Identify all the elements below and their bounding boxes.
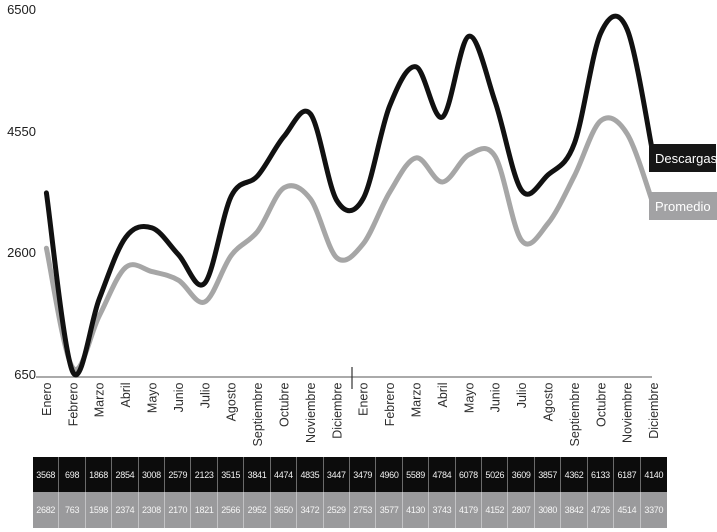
table-cell-promedio: 763 [59, 492, 86, 528]
values-table: 3568 698 1868 2854 3008 2579 2123 3515 3841 4474 4… [33, 457, 667, 528]
month-label: Abril [436, 383, 450, 408]
table-cell-promedio: 4514 [614, 492, 641, 528]
table-cell-descargas: 4474 [270, 457, 298, 492]
y-axis: 650 2600 4550 6500 [0, 0, 36, 400]
month-label: Mayo [462, 382, 476, 413]
table-cell-promedio: 1821 [191, 492, 218, 528]
table-cell-descargas: 3857 [534, 457, 562, 492]
table-cell-descargas: 698 [59, 457, 86, 492]
month-label: Septiembre [568, 382, 582, 446]
month-label: Julio [515, 382, 529, 408]
table-cell-descargas: 4140 [640, 457, 667, 492]
legend-promedio: Promedio [649, 192, 717, 220]
y-axis-tick-label: 6500 [7, 2, 36, 17]
table-cell-descargas: 3568 [33, 457, 60, 492]
table-cell-promedio: 4152 [482, 492, 509, 528]
table-cell-descargas: 3515 [217, 457, 245, 492]
month-label: Febrero [66, 382, 80, 426]
legend-descargas: Descargas [649, 144, 717, 172]
table-cell-promedio: 2807 [508, 492, 535, 528]
month-label: Agosto [225, 382, 239, 421]
table-cell-descargas: 4362 [561, 457, 588, 492]
table-cell-promedio: 2952 [244, 492, 271, 528]
promedio-line [43, 115, 657, 373]
table-cell-promedio: 3080 [534, 492, 562, 528]
table-cell-descargas: 3447 [323, 457, 350, 492]
table-cell-descargas: 4835 [297, 457, 324, 492]
table-cell-promedio: 3577 [376, 492, 403, 528]
month-label: Marzo [410, 382, 424, 417]
table-cell-descargas: 5589 [402, 457, 430, 492]
table-cell-descargas: 3479 [349, 457, 377, 492]
table-cell-promedio: 4130 [402, 492, 430, 528]
month-label: Febrero [383, 382, 397, 426]
table-cell-promedio: 3842 [561, 492, 588, 528]
line-chart-canvas: Enero Febrero Marzo Abril Mayo Junio Julio Agos… [36, 13, 661, 446]
table-cell-promedio: 3370 [640, 492, 667, 528]
table-cell-promedio: 4726 [587, 492, 615, 528]
table-cell-promedio: 2529 [323, 492, 350, 528]
month-label: Enero [40, 382, 54, 415]
legend-descargas-label: Descargas [655, 150, 717, 166]
table-cell-promedio: 3743 [429, 492, 456, 528]
table-cell-descargas: 2854 [112, 457, 139, 492]
table-cell-descargas: 4784 [429, 457, 456, 492]
table-cell-promedio: 2566 [217, 492, 245, 528]
y-axis-tick-label: 650 [14, 367, 36, 382]
month-label: Septiembre [251, 382, 265, 446]
table-cell-promedio: 1598 [85, 492, 113, 528]
month-label: Marzo [93, 382, 107, 417]
month-label: Junio [172, 382, 186, 412]
y-axis-tick-label: 2600 [7, 245, 36, 261]
table-cell-promedio: 2170 [165, 492, 192, 528]
y-axis-tick-label: 4550 [7, 123, 36, 139]
month-label: Noviembre [304, 382, 318, 442]
month-label: Noviembre [621, 382, 635, 442]
month-label: Diciembre [647, 382, 661, 438]
table-cell-descargas: 6133 [587, 457, 615, 492]
month-label: Mayo [146, 382, 160, 413]
table-cell-promedio: 2308 [138, 492, 166, 528]
table-cell-descargas: 3008 [138, 457, 166, 492]
table-cell-descargas: 2123 [191, 457, 218, 492]
table-cell-descargas: 3609 [508, 457, 535, 492]
table-cell-promedio: 3472 [297, 492, 324, 528]
descargas-line [43, 13, 657, 378]
table-cell-descargas: 4960 [376, 457, 403, 492]
table-cell-descargas: 6078 [455, 457, 483, 492]
table-cell-promedio: 2374 [112, 492, 139, 528]
table-cell-descargas: 6187 [614, 457, 641, 492]
table-cell-promedio: 3650 [270, 492, 298, 528]
table-cell-descargas: 3841 [244, 457, 271, 492]
month-label: Diciembre [330, 382, 344, 438]
legend-promedio-label: Promedio [655, 198, 711, 214]
month-label: Junio [489, 382, 503, 412]
month-label: Octubre [278, 382, 292, 427]
month-label: Agosto [542, 382, 556, 421]
month-label: Enero [357, 382, 371, 415]
table-cell-promedio: 2682 [33, 492, 60, 528]
month-label: Julio [198, 382, 212, 408]
table-cell-promedio: 2753 [349, 492, 377, 528]
table-cell-descargas: 5026 [482, 457, 509, 492]
table-cell-promedio: 4179 [455, 492, 483, 528]
table-cell-descargas: 1868 [85, 457, 113, 492]
table-cell-descargas: 2579 [165, 457, 192, 492]
month-label: Octubre [594, 382, 608, 427]
month-label: Abril [119, 383, 133, 408]
